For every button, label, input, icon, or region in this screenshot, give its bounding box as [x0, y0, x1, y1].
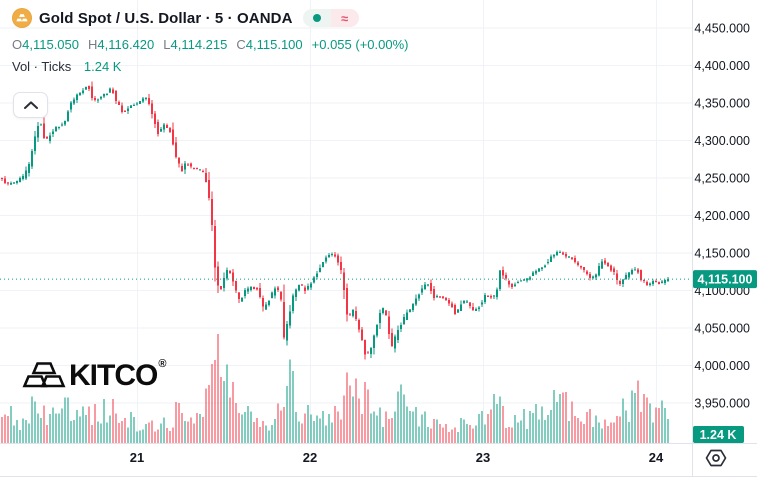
- price-tick-label: 4,450.000: [694, 22, 750, 36]
- price-tick-label: 3,950.000: [694, 397, 750, 411]
- price-change: +0.055 (+0.00%): [311, 37, 409, 52]
- price-tick-label: 4,200.000: [694, 209, 750, 223]
- volume-value-badge: 1.24 K: [693, 426, 744, 443]
- pane-collapse-button[interactable]: [13, 92, 48, 118]
- chart-header: Gold Spot / U.S. Dollar · 5 · OANDA ≈ O4…: [12, 6, 409, 74]
- chevron-up-icon: [23, 101, 38, 109]
- price-tick-label: 4,350.000: [694, 97, 750, 111]
- kitco-watermark: KITCO ®: [22, 358, 167, 392]
- price-axis[interactable]: 4,450.000 4,400.000 4,350.000 4,300.000 4,25…: [694, 22, 750, 411]
- ohlc-high: H4,116.420: [88, 37, 155, 52]
- last-price-badge: 4,115.100: [693, 270, 757, 289]
- registered-mark: ®: [158, 358, 167, 370]
- time-tick-label: 23: [476, 450, 490, 465]
- volume-bars: [1, 334, 669, 443]
- market-status-pill[interactable]: ≈: [302, 9, 359, 27]
- market-open-dot-icon: [302, 9, 331, 27]
- candlestick-series: [1, 81, 669, 360]
- ohlc-close: C4,115.100: [236, 37, 303, 52]
- axis-settings-icon[interactable]: [704, 447, 728, 469]
- symbol-title[interactable]: Gold Spot / U.S. Dollar · 5 · OANDA: [39, 9, 293, 27]
- time-axis[interactable]: 21 22 23 24: [130, 450, 664, 465]
- ohlc-low: L4,114.215: [163, 37, 228, 52]
- volume-indicator-value: 1.24 K: [83, 59, 122, 74]
- price-tick-label: 4,250.000: [694, 172, 750, 186]
- ohlc-open: O4,115.050: [12, 37, 79, 52]
- time-tick-label: 21: [130, 450, 144, 465]
- gold-symbol-icon: [12, 8, 32, 28]
- symbol-row: Gold Spot / U.S. Dollar · 5 · OANDA ≈: [12, 6, 409, 30]
- price-tick-label: 4,000.000: [694, 359, 750, 373]
- price-tick-label: 4,400.000: [694, 59, 750, 73]
- volume-indicator-label[interactable]: Vol · Ticks: [12, 59, 72, 74]
- kitco-goldbars-icon: [22, 362, 66, 388]
- time-tick-label: 24: [649, 450, 664, 465]
- svg-text:4,115.100: 4,115.100: [698, 273, 753, 287]
- time-tick-label: 22: [303, 450, 317, 465]
- delayed-data-approx-icon: ≈: [330, 9, 359, 27]
- price-tick-label: 4,300.000: [694, 134, 750, 148]
- grid-lines: [0, 0, 692, 443]
- price-tick-label: 4,150.000: [694, 247, 750, 261]
- kitco-wordmark: KITCO: [69, 359, 158, 392]
- ohlc-row: O4,115.050 H4,116.420 L4,114.215 C4,115.100…: [12, 37, 409, 52]
- volume-indicator-row: Vol · Ticks 1.24 K: [12, 59, 409, 74]
- price-tick-label: 4,050.000: [694, 322, 750, 336]
- svg-text:1.24 K: 1.24 K: [700, 428, 737, 442]
